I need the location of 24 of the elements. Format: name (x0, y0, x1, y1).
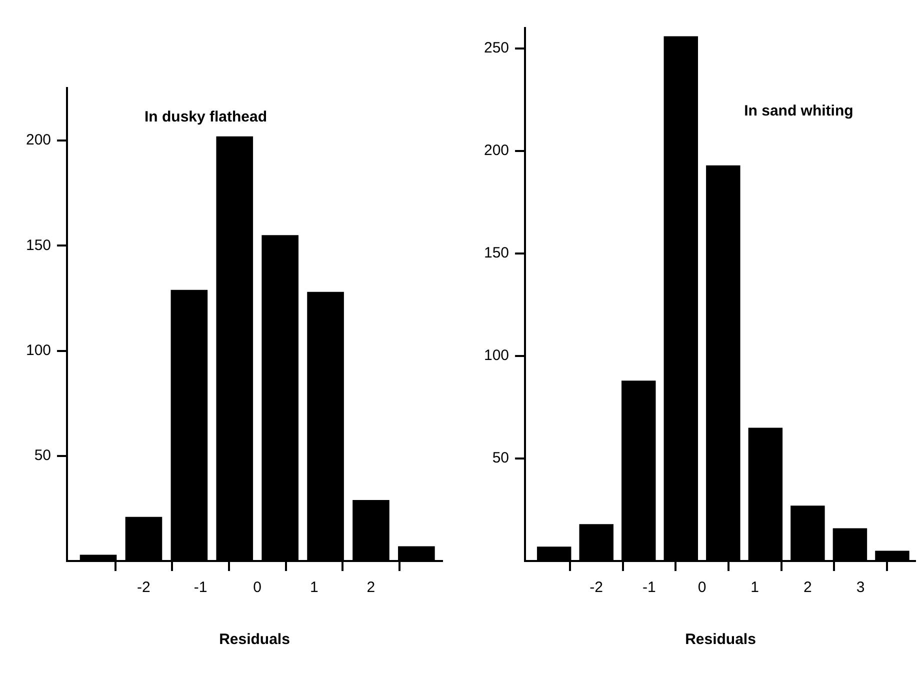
x-tick-label: -1 (194, 579, 208, 596)
text: In dusky flathead (144, 108, 268, 126)
y-tick-label: 50 (492, 450, 510, 467)
x-tick-label: 1 (750, 579, 760, 596)
y-tick-label: 200 (26, 132, 52, 149)
y-tick-label: 100 (26, 342, 52, 359)
x-tick-label: -1 (642, 579, 656, 596)
x-axis-title: Residuals (685, 631, 756, 648)
x-tick-label: 2 (804, 579, 812, 596)
x-axis-title: Residuals (219, 631, 290, 648)
y-tick-label: 150 (26, 236, 52, 254)
x-tick-label: 2 (366, 579, 376, 596)
y-tick-label: 50 (34, 447, 52, 464)
x-tick-label: -2 (137, 579, 150, 596)
y-tick-label: 200 (484, 142, 510, 160)
text: In sand whiting (744, 102, 854, 120)
x-tick-label: 3 (856, 579, 865, 596)
x-tick-label: 0 (698, 579, 706, 596)
x-tick-label: -2 (590, 579, 604, 596)
y-tick-label: 100 (484, 347, 510, 364)
x-tick-label: 0 (253, 579, 262, 596)
y-tick-label: 150 (484, 244, 510, 262)
y-tick-label: 250 (484, 40, 510, 57)
x-tick-label: 1 (310, 579, 318, 596)
